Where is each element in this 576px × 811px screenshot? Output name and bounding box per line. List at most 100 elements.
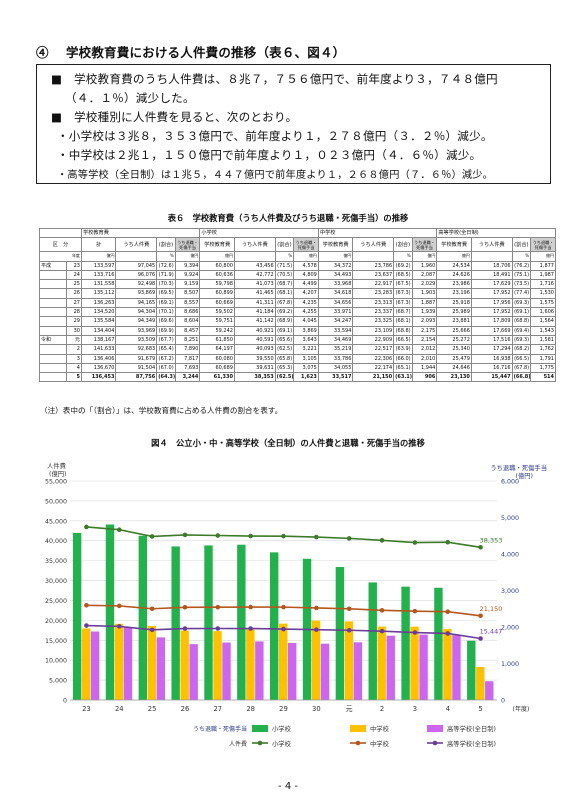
table-6: 学校教育費 小学校 中学校 高等学校(全日制) 区 分計うち人件費 (割合) うち退職・死傷…: [38, 227, 556, 383]
line-point: [281, 604, 286, 610]
table-row: 26 135,112 93,869 (69.5) 8,507 60,899 41,465 (6…: [38, 288, 556, 299]
legend-line-label: 小学校: [272, 739, 292, 748]
y-right-axis-unit: (億円): [515, 471, 533, 480]
y-left-tick-label: 30,000: [45, 578, 67, 585]
table-cell: 87,756: [115, 372, 158, 383]
table-cell: 15,447: [470, 372, 513, 383]
summary-line: ■ 学校教育費のうち人件費は、８兆７，７５６億円で、前年度より３，７４８億円: [51, 72, 498, 86]
line-point: [445, 609, 451, 615]
end-value-label: 15,447: [480, 627, 503, 635]
line-point: [116, 527, 122, 532]
bar-elementary: [368, 582, 377, 700]
table-cell: 3,221: [293, 344, 319, 355]
y-left-tick-label: 5,000: [49, 678, 67, 685]
table-cell: 4,235: [293, 297, 319, 309]
line-point: [281, 533, 286, 539]
table-row: 2 141,633 92,683 (65.4) 7,890 64,197 40,093 (62…: [38, 344, 556, 355]
line-point: [215, 626, 221, 631]
line-point: [149, 627, 155, 633]
table-cell: 1,530: [530, 288, 556, 299]
x-tick-label: 2: [380, 705, 384, 713]
bar-elementary: [335, 567, 345, 700]
table-cell: 8,251: [174, 334, 201, 346]
bar-high-school: [288, 642, 297, 700]
x-tick-label: 5: [478, 705, 482, 713]
line-point: [478, 613, 483, 619]
legend-bar-group-label: うち退職・死傷手当: [193, 725, 247, 733]
line-point: [149, 606, 155, 612]
line-point: [346, 536, 352, 541]
table-cell: 1,903: [411, 288, 438, 299]
line-point: [314, 605, 319, 611]
x-tick-label: 3: [413, 705, 417, 713]
table-cell: 2,093: [411, 316, 438, 327]
line-point: [445, 539, 451, 545]
line-point: [478, 636, 483, 641]
line-point: [412, 630, 418, 635]
bar-elementary: [171, 546, 180, 700]
table-note: （注）表中の「（割合）」は、学校教育費に占める人件費の割合を表す。: [40, 406, 283, 415]
x-tick-label: 30: [312, 705, 321, 713]
table-cell: 514: [530, 372, 556, 383]
table-cell: 1,939: [411, 307, 438, 318]
line-point: [346, 627, 352, 633]
chart-title: 図４ 公立小・中・高等学校（全日制）の人件費と退職・死傷手当の推移: [151, 438, 425, 448]
y-left-tick-label: 45,000: [45, 518, 67, 525]
bar-high-school: [320, 643, 330, 700]
bar-junior-high: [147, 625, 157, 700]
table-cell: 2,012: [411, 344, 438, 355]
legend-line-label: 中学校: [370, 739, 390, 748]
table-group-header-row: 学校教育費 小学校 中学校 高等学校(全日制): [39, 227, 556, 239]
table-cell: 8,457: [174, 325, 201, 336]
y-left-tick-label: 55,000: [45, 479, 67, 486]
line-point: [314, 534, 319, 540]
table-cell: 7,890: [174, 344, 201, 355]
table-cell: 21,150: [352, 372, 395, 383]
line-point: [379, 608, 385, 613]
y-left-tick-label: 50,000: [45, 498, 67, 505]
line-point: [182, 532, 188, 538]
table-group-header: 中学校: [317, 227, 438, 239]
x-tick-label: 28: [246, 705, 255, 713]
table-group-header: 高等学校(全日制): [436, 227, 556, 239]
y-right-tick-label: 6,000: [501, 479, 519, 486]
legend-line-group-label: 人件費: [229, 740, 247, 748]
end-value-label: 21,150: [480, 605, 503, 613]
table-col-header: うち退職・死傷手当: [174, 237, 201, 253]
bar-junior-high: [443, 629, 452, 700]
x-tick-label: 27: [213, 705, 222, 713]
y-right-tick-label: 5,000: [501, 515, 519, 522]
table-cell: 9,924: [174, 269, 201, 281]
table-cell: 1,762: [530, 344, 556, 355]
line-point: [412, 540, 418, 545]
legend-line-marker: [355, 740, 361, 746]
table-cell: 4,499: [293, 279, 319, 290]
line-point: [379, 628, 385, 634]
legend-line-label: 高等学校(全日制): [447, 739, 496, 748]
legend-bar-swatch: [350, 725, 366, 732]
y-left-tick-label: 25,000: [45, 598, 67, 605]
bar-junior-high: [344, 621, 354, 700]
bar-junior-high: [410, 626, 419, 700]
table-cell: 1,623: [293, 372, 319, 383]
table-row: 4 136,670 91,504 (67.0) 7,693 60,689 39,631 (65…: [38, 362, 556, 374]
table-cell: 9,394: [174, 260, 201, 271]
bar-high-school: [419, 634, 428, 700]
bar-high-school: [189, 644, 198, 700]
table-cell: 1,564: [530, 316, 556, 327]
bar-junior-high: [279, 623, 288, 700]
bar-elementary: [434, 587, 443, 700]
table-cell: 3,869: [293, 325, 319, 336]
table-cell: 4,207: [293, 288, 319, 299]
line-point: [314, 627, 319, 632]
x-tick-label: 24: [115, 705, 124, 713]
line-point: [182, 626, 188, 631]
y-left-tick-label: 0: [63, 698, 67, 705]
line-point: [478, 544, 483, 550]
x-tick-label: 29: [279, 705, 288, 713]
bar-junior-high: [81, 628, 91, 700]
y-right-axis-title: うち退職・死傷手当: [490, 463, 547, 472]
bar-elementary: [72, 532, 82, 700]
bar-elementary: [237, 544, 246, 700]
